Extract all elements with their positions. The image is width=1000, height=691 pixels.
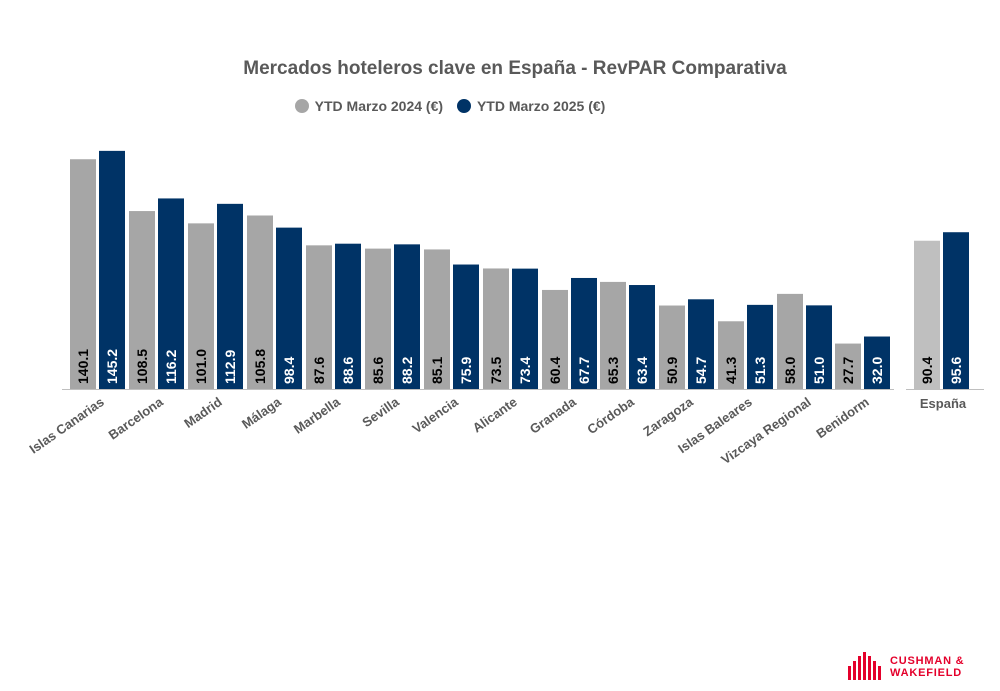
data-label: 54.7 [693,357,709,384]
bar-2024 [542,289,568,389]
bar-2024 [70,159,96,389]
data-label: 63.4 [634,357,650,384]
bar-2024 [914,240,940,389]
bar-2025 [394,244,420,389]
data-label: 65.3 [605,357,621,384]
bar-2025 [747,304,773,389]
bar-2024 [835,343,861,389]
legend: YTD Marzo 2024 (€) YTD Marzo 2025 (€) [0,98,900,116]
x-tick-label: Sevilla [359,394,402,430]
data-label: 41.3 [723,357,739,384]
data-label: 95.6 [948,357,964,384]
bar-2025 [453,264,479,389]
bar-2024 [600,281,626,389]
x-tick-label: Alicante [470,394,520,435]
bar-2024 [247,215,273,389]
data-label: 51.0 [811,357,827,384]
legend-label-2024: YTD Marzo 2024 (€) [314,98,444,114]
data-label: 90.4 [919,357,935,384]
data-label: 140.1 [75,349,91,384]
x-tick-label: Granada [527,394,579,437]
bar-2024 [306,245,332,389]
logo-line2: WAKEFIELD [890,666,962,679]
data-label: 75.9 [458,357,474,384]
bar-2025 [158,198,184,389]
data-label: 50.9 [664,357,680,384]
x-tick-label: Zaragoza [640,394,696,439]
x-tick-label: Málaga [239,394,284,432]
data-label: 67.7 [576,357,592,384]
legend-item-2025: YTD Marzo 2025 (€) [456,98,606,114]
data-label: 32.0 [869,357,885,384]
bar-2024 [718,321,744,389]
data-label: 108.5 [134,349,150,384]
bar-2025 [99,150,125,389]
legend-swatch-2025 [456,99,471,113]
data-label: 98.4 [281,357,297,384]
cushman-wakefield-logo: CUSHMAN & WAKEFIELD [848,652,978,682]
legend-label-2025: YTD Marzo 2025 (€) [476,98,606,114]
bar-2025 [276,227,302,389]
data-label: 101.0 [193,349,209,384]
x-tick-label: Benidorm [813,394,871,441]
bar-2024 [424,249,450,389]
legend-swatch-2024 [294,99,309,113]
cushman-wakefield-logo-icon [848,652,881,680]
data-label: 145.2 [104,349,120,384]
x-tick-label: Madrid [181,394,225,431]
data-label: 58.0 [782,357,798,384]
data-label: 73.5 [488,357,504,384]
x-tick-label: Valencia [409,394,461,437]
bar-2024 [129,211,155,389]
bar-2024 [659,305,685,389]
data-label: 112.9 [222,350,238,384]
bar-2025 [217,203,243,389]
x-tick-label: Córdoba [584,394,637,437]
bar-2024 [777,293,803,389]
data-label: 85.6 [370,357,386,384]
bar-2025 [512,268,538,389]
data-label: 51.3 [752,357,768,384]
chart-title: Mercados hoteleros clave en España - Rev… [243,58,787,79]
x-tick-label: Marbella [291,394,343,437]
bar-2024 [188,223,214,389]
data-label: 73.4 [517,357,533,384]
bar-2025 [335,243,361,389]
bar-2025 [864,336,890,389]
bar-2025 [806,305,832,389]
x-tick-label: Barcelona [106,394,167,443]
bar-2025 [571,277,597,389]
x-tick-label: España [920,396,967,411]
data-label: 60.4 [547,357,563,384]
data-label: 88.6 [340,357,356,384]
bar-2024 [365,248,391,389]
data-label: 87.6 [311,357,327,384]
bar-2025 [629,285,655,389]
data-label: 105.8 [252,349,268,384]
bar-2024 [483,268,509,389]
bar-2025 [943,232,969,389]
bar-2025 [688,299,714,389]
data-label: 116.2 [163,350,179,384]
legend-item-2024: YTD Marzo 2024 (€) [294,98,444,114]
data-label: 85.1 [429,357,445,384]
data-label: 27.7 [840,357,856,384]
x-tick-label: Islas Canarias [26,394,106,456]
logo-line1: CUSHMAN & [890,655,965,667]
data-label: 88.2 [399,357,415,384]
